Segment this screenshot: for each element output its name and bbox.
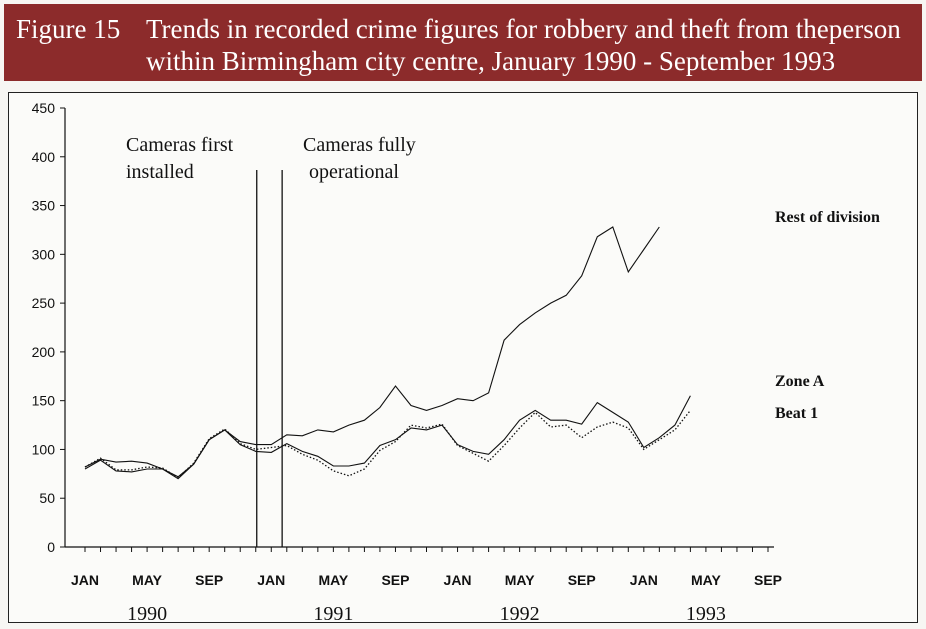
y-tick-label: 100 — [32, 441, 56, 457]
annotation-cameras-operational-line1: Cameras fully — [303, 134, 416, 156]
year-label: 1993 — [686, 603, 726, 625]
y-tick-label: 400 — [32, 149, 56, 165]
series-beat-1 — [84, 409, 691, 479]
series-label: Rest of division — [775, 209, 880, 226]
figure-number: Figure 15 — [16, 14, 121, 44]
series-zone-a — [84, 395, 691, 480]
x-tick-label: JAN — [257, 572, 285, 588]
y-tick-label: 50 — [39, 490, 55, 506]
annotation-cameras-installed-line2: installed — [126, 161, 194, 183]
series-rest-of-division — [84, 226, 660, 478]
y-tick-label: 450 — [32, 100, 56, 116]
series-label: Beat 1 — [775, 405, 818, 422]
x-tick-label: MAY — [318, 572, 348, 588]
x-tick-label: SEP — [381, 572, 409, 588]
x-tick-label: JAN — [71, 572, 99, 588]
figure-title-line2: within Birmingham city centre, January 1… — [146, 46, 836, 76]
y-tick-label: 250 — [32, 295, 56, 311]
y-tick-label: 300 — [32, 246, 56, 262]
y-tick-label: 0 — [47, 539, 55, 555]
year-label: 1990 — [127, 603, 167, 625]
annotation-cameras-operational-line2: operational — [309, 161, 399, 183]
series-label: Zone A — [775, 373, 825, 390]
x-tick-label: SEP — [754, 572, 782, 588]
y-tick-label: 350 — [32, 198, 56, 214]
y-tick-label: 200 — [32, 344, 56, 360]
x-tick-label: SEP — [568, 572, 596, 588]
y-tick-label: 150 — [32, 393, 56, 409]
x-tick-label: MAY — [505, 572, 535, 588]
x-tick-label: MAY — [132, 572, 162, 588]
plot-frame — [8, 92, 918, 623]
x-tick-label: MAY — [691, 572, 721, 588]
annotation-cameras-installed-line1: Cameras first — [126, 134, 234, 156]
x-tick-label: SEP — [195, 572, 223, 588]
figure-title-line1: Trends in recorded crime figures for rob… — [146, 14, 901, 44]
figure-banner: Figure 15 Trends in recorded crime figur… — [4, 4, 922, 81]
x-tick-label: JAN — [444, 572, 472, 588]
x-tick-label: JAN — [630, 572, 658, 588]
year-label: 1992 — [500, 603, 540, 625]
year-label: 1991 — [313, 603, 353, 625]
